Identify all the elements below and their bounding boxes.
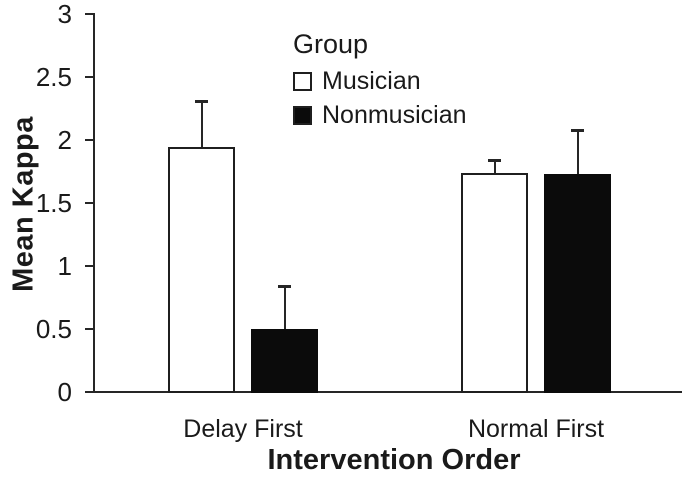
legend-label-nonmusician: Nonmusician bbox=[322, 101, 467, 129]
error-bar-stem-nonmusician-normal-first bbox=[576, 130, 579, 175]
legend-item-nonmusician: Nonmusician bbox=[293, 102, 467, 128]
y-axis-tick bbox=[85, 202, 93, 204]
error-bar-stem-musician-normal-first bbox=[493, 160, 496, 173]
musician-swatch-icon bbox=[293, 71, 312, 91]
bar-musician-delay-first bbox=[168, 146, 235, 393]
bar-nonmusician-delay-first bbox=[251, 329, 318, 393]
bar-nonmusician-normal-first bbox=[544, 174, 611, 393]
x-tick-label: Delay First bbox=[183, 415, 303, 443]
x-tick-label: Normal First bbox=[467, 415, 605, 443]
legend-title: Group bbox=[293, 29, 369, 59]
y-axis-tick bbox=[85, 391, 93, 393]
legend-item-musician: Musician bbox=[293, 68, 467, 94]
x-axis-title: Intervention Order bbox=[267, 444, 521, 476]
nonmusician-swatch-icon bbox=[293, 105, 312, 125]
y-axis-tick bbox=[85, 139, 93, 141]
y-axis-tick bbox=[85, 76, 93, 78]
y-tick-label: 0.5 bbox=[35, 314, 72, 344]
legend: Group Musician Nonmusician bbox=[293, 28, 467, 128]
error-bar-stem-musician-delay-first bbox=[200, 101, 203, 147]
error-bar-cap-nonmusician-delay-first bbox=[278, 285, 291, 289]
bar-musician-normal-first bbox=[461, 173, 528, 393]
y-tick-label: 3 bbox=[57, 0, 72, 29]
error-bar-cap-musician-normal-first bbox=[488, 159, 501, 163]
error-bar-cap-nonmusician-normal-first bbox=[571, 129, 584, 133]
y-axis-tick bbox=[85, 328, 93, 330]
y-tick-label: 0 bbox=[57, 377, 72, 407]
error-bar-cap-musician-delay-first bbox=[195, 100, 208, 104]
y-axis-line bbox=[93, 13, 95, 393]
legend-label-musician: Musician bbox=[322, 67, 421, 95]
y-tick-label: 1.5 bbox=[35, 188, 72, 218]
y-axis-tick bbox=[85, 13, 93, 15]
y-tick-label: 1 bbox=[57, 251, 72, 281]
y-tick-label: 2.5 bbox=[35, 62, 72, 92]
y-tick-label: 2 bbox=[57, 125, 72, 155]
x-axis-line bbox=[93, 391, 682, 393]
error-bar-stem-nonmusician-delay-first bbox=[283, 286, 286, 330]
y-axis-tick bbox=[85, 265, 93, 267]
